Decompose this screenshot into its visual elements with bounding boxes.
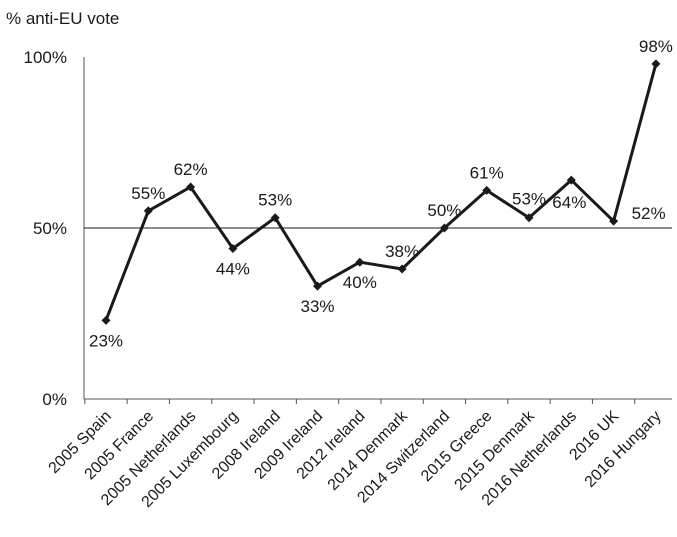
- data-label: 53%: [512, 190, 546, 209]
- y-ticks: 0% 50% 100%: [24, 48, 67, 409]
- data-label: 62%: [174, 160, 208, 179]
- data-label: 33%: [300, 297, 334, 316]
- data-label: 53%: [258, 191, 292, 210]
- data-point: [524, 213, 534, 223]
- data-point: [186, 182, 196, 192]
- data-point: [313, 281, 322, 291]
- y-tick-label: 50%: [33, 219, 67, 238]
- data-label: 44%: [216, 260, 250, 279]
- y-tick-label: 0%: [42, 390, 67, 409]
- y-tick-label: 100%: [24, 48, 67, 67]
- data-point: [143, 206, 153, 216]
- data-label: 50%: [427, 201, 461, 220]
- data-point: [355, 257, 365, 267]
- data-label: 55%: [131, 184, 165, 203]
- y-axis-label: % anti-EU vote: [6, 9, 119, 28]
- series-line: [104, 63, 658, 321]
- data-label: 40%: [343, 273, 377, 292]
- data-point: [270, 213, 280, 223]
- axes: [83, 57, 672, 400]
- data-label: 23%: [89, 331, 123, 350]
- data-point: [482, 185, 492, 195]
- data-point: [101, 315, 111, 325]
- data-point: [609, 216, 619, 226]
- x-tick-label: 2016 Hungary: [582, 408, 665, 491]
- data-point: [651, 59, 661, 69]
- data-label: 38%: [385, 242, 419, 261]
- data-labels: 23% 55% 62% 44% 53% 33% 40% 38% 50% 61% 53% 64% 52% 9…: [89, 37, 673, 350]
- data-label: 61%: [470, 163, 504, 182]
- data-point: [566, 175, 576, 185]
- data-label: 98%: [639, 37, 673, 56]
- data-label: 52%: [632, 204, 666, 223]
- data-point: [397, 264, 407, 274]
- series: [101, 59, 661, 325]
- data-label: 64%: [552, 193, 586, 212]
- data-point: [439, 223, 449, 233]
- data-point: [228, 244, 238, 254]
